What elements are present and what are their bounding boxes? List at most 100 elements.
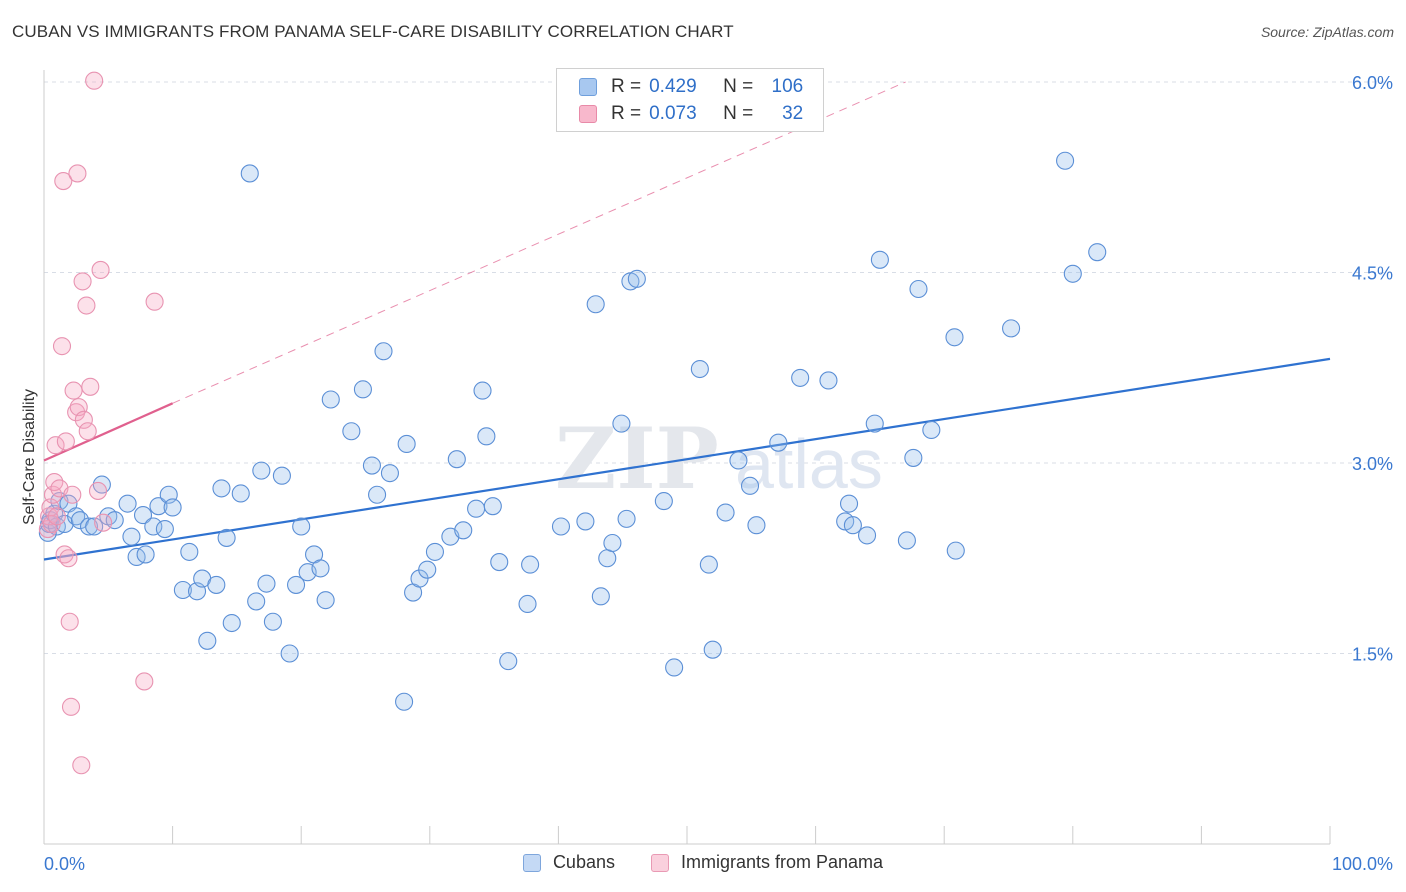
cubans-point bbox=[198, 631, 217, 650]
panama-swatch bbox=[579, 105, 597, 123]
panama-trend-line bbox=[43, 402, 174, 462]
legend-item-panama: Immigrants from Panama bbox=[650, 852, 883, 873]
panama-point bbox=[91, 260, 110, 280]
r-label: R = bbox=[611, 76, 642, 97]
cubans-point bbox=[551, 517, 571, 536]
panama-swatch bbox=[650, 853, 669, 872]
cubans-point bbox=[144, 517, 163, 536]
cubans-point bbox=[292, 517, 311, 536]
cubans-point bbox=[287, 575, 306, 594]
panama-point bbox=[60, 612, 79, 631]
cubans-point bbox=[897, 531, 916, 550]
cubans-point bbox=[586, 295, 605, 314]
panama-point bbox=[46, 436, 65, 455]
cubans-point bbox=[518, 594, 537, 614]
panama-point bbox=[47, 507, 66, 526]
panama-point bbox=[78, 422, 97, 441]
cubans-point bbox=[819, 371, 838, 390]
cubans-point bbox=[1056, 151, 1075, 170]
cubans-point bbox=[118, 494, 137, 513]
cubans-point bbox=[627, 269, 646, 288]
cubans-point bbox=[521, 555, 540, 574]
y-axis-title: Self-Care Disability bbox=[21, 389, 38, 525]
cubans-trend-line bbox=[43, 357, 1331, 561]
cubans-point bbox=[839, 494, 859, 513]
source-label: Source: ZipAtlas.com bbox=[1260, 24, 1394, 40]
cubans-point bbox=[321, 390, 340, 409]
data-points bbox=[38, 71, 1107, 775]
correlation-legend: R = 0.429 N = 106 R = 0.073 N = 32 bbox=[556, 68, 824, 132]
cubans-point bbox=[316, 591, 335, 610]
n-label: N = bbox=[723, 76, 754, 97]
n-label: N = bbox=[723, 103, 754, 124]
panama-point bbox=[67, 403, 86, 422]
panama-point bbox=[77, 296, 96, 315]
cubans-point bbox=[247, 592, 266, 611]
cubans-point bbox=[212, 479, 231, 498]
cubans-point bbox=[865, 414, 884, 433]
cubans-point bbox=[252, 461, 271, 480]
panama-point bbox=[135, 672, 154, 691]
n-value: 106 bbox=[771, 76, 804, 97]
legend-row-cubans: R = 0.429 N = 106 bbox=[579, 75, 803, 99]
cubans-point bbox=[945, 328, 964, 347]
cubans-point bbox=[483, 497, 502, 516]
gridlines bbox=[44, 81, 1392, 654]
cubans-point bbox=[703, 640, 722, 659]
cubans-point bbox=[716, 503, 735, 522]
panama-point bbox=[61, 697, 81, 716]
panama-point bbox=[85, 71, 104, 90]
cubans-point bbox=[946, 541, 965, 560]
cubans-point bbox=[79, 517, 99, 536]
cubans-point bbox=[454, 521, 473, 540]
cubans-point bbox=[490, 553, 509, 572]
cubans-point bbox=[1088, 243, 1107, 262]
cubans-point bbox=[473, 381, 492, 400]
cubans-point bbox=[904, 448, 923, 467]
panama-point bbox=[74, 410, 93, 429]
cubans-point bbox=[155, 519, 174, 539]
cubans-point bbox=[397, 434, 416, 454]
cubans-point bbox=[368, 485, 387, 504]
panama-point bbox=[52, 337, 72, 356]
cubans-swatch bbox=[579, 78, 597, 96]
cubans-point bbox=[222, 613, 241, 633]
panama-point bbox=[56, 432, 75, 451]
cubans-point bbox=[342, 422, 361, 441]
x-tick-label: 100.0% bbox=[1332, 854, 1393, 874]
cubans-point bbox=[740, 476, 760, 495]
watermark-atlas: atlas bbox=[735, 425, 883, 503]
panama-point bbox=[145, 292, 164, 311]
cubans-point bbox=[353, 380, 372, 399]
cubans-point bbox=[240, 164, 259, 183]
cubans-point bbox=[395, 692, 414, 711]
tick-labels: 1.5% 3.0% 4.5% 6.0% 0.0% 100.0% Self-Care Disa… bbox=[21, 73, 1393, 874]
cubans-point bbox=[1002, 319, 1021, 338]
cubans-point bbox=[499, 652, 518, 671]
cubans-point bbox=[747, 516, 766, 535]
y-tick-label: 6.0% bbox=[1352, 73, 1393, 93]
y-tick-label: 4.5% bbox=[1352, 264, 1393, 284]
cubans-point bbox=[136, 545, 155, 564]
cubans-point bbox=[612, 414, 631, 433]
panama-point bbox=[88, 481, 108, 500]
cubans-point bbox=[263, 612, 282, 631]
cubans-point bbox=[173, 580, 192, 600]
panama-point bbox=[68, 164, 87, 183]
r-label: R = bbox=[611, 103, 642, 124]
panama-point bbox=[72, 756, 91, 775]
panama-point bbox=[54, 172, 73, 191]
cubans-point bbox=[380, 464, 399, 483]
cubans-point bbox=[231, 484, 250, 503]
x-tick-label: 0.0% bbox=[44, 854, 85, 874]
cubans-point bbox=[690, 359, 709, 379]
series-legend: Cubans Immigrants from Panama bbox=[0, 852, 1406, 873]
cubans-point bbox=[149, 497, 168, 516]
panama-point bbox=[59, 549, 78, 568]
cubans-point bbox=[769, 433, 788, 452]
panama-point bbox=[73, 272, 92, 291]
cubans-point bbox=[922, 420, 941, 440]
cubans-point bbox=[843, 516, 862, 535]
cubans-point bbox=[699, 555, 718, 574]
